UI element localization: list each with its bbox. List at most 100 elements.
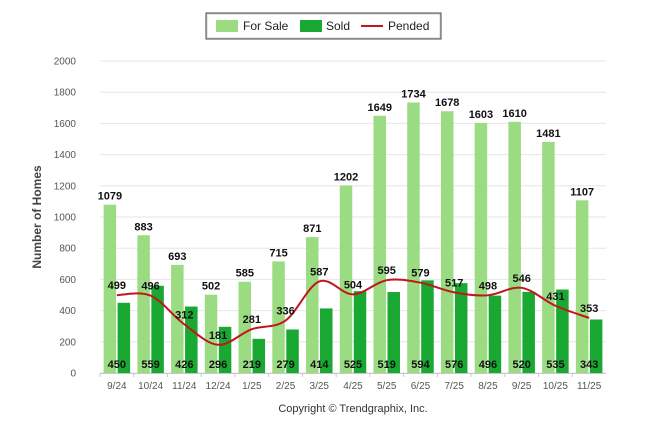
label-sold: 520	[512, 359, 530, 371]
label-sold: 559	[141, 359, 159, 371]
label-sold: 219	[243, 359, 261, 371]
label-for-sale: 1107	[570, 186, 594, 198]
bar-for-sale	[508, 121, 521, 373]
label-for-sale: 1202	[334, 171, 358, 183]
label-for-sale: 715	[269, 247, 287, 259]
y-tick-label: 200	[59, 337, 76, 348]
grid	[100, 60, 606, 374]
labels-pended: 499 496 312 181 281 336 587 504 595 579 517 498 546 4…	[108, 265, 599, 342]
bar-sold	[185, 306, 198, 373]
bar-sold	[252, 338, 266, 373]
label-sold: 496	[479, 359, 497, 371]
bar-for-sale	[204, 294, 218, 373]
bar-for-sale	[137, 235, 150, 373]
label-sold: 576	[445, 359, 463, 371]
bar-sold	[286, 329, 299, 373]
label-pended: 587	[310, 266, 328, 278]
x-tick-label: 1/25	[242, 381, 262, 392]
bar-for-sale	[575, 200, 589, 373]
label-pended: 353	[580, 303, 598, 315]
bars-for-sale	[103, 102, 589, 374]
bar-sold	[218, 326, 232, 373]
label-pended: 517	[445, 277, 463, 289]
bar-for-sale	[542, 141, 555, 373]
y-tick-label: 1000	[54, 213, 77, 224]
label-sold: 414	[310, 359, 329, 371]
bar-sold	[421, 280, 434, 373]
x-tick-label: 11/24	[172, 381, 197, 392]
label-for-sale: 1649	[367, 102, 391, 114]
y-tick-label: 2000	[54, 57, 77, 68]
bar-for-sale	[440, 111, 454, 374]
legend-swatch-sold	[300, 20, 322, 32]
y-tick-label: 0	[70, 369, 76, 380]
bar-for-sale	[272, 261, 285, 373]
y-tick-label: 600	[59, 275, 76, 286]
label-sold: 450	[108, 359, 126, 371]
x-tick-label: 9/25	[512, 381, 532, 392]
label-pended: 181	[209, 330, 227, 342]
x-tick-label: 9/24	[107, 381, 127, 392]
bar-sold	[522, 291, 535, 373]
bar-sold	[117, 302, 131, 373]
y-tick-label: 800	[59, 244, 76, 255]
label-for-sale: 1734	[401, 88, 426, 100]
label-sold: 343	[580, 359, 598, 371]
bar-for-sale	[474, 122, 488, 373]
label-sold: 535	[546, 359, 564, 371]
legend-swatch-for-sale	[216, 20, 238, 32]
label-for-sale: 693	[168, 251, 186, 263]
label-for-sale: 1481	[536, 128, 560, 140]
label-pended: 579	[411, 268, 429, 280]
y-tick-label: 1800	[54, 88, 77, 99]
x-tick-label: 10/24	[138, 381, 163, 392]
label-for-sale: 1610	[502, 108, 526, 120]
y-tick-label: 1400	[54, 150, 77, 161]
x-tick-label: 10/25	[543, 381, 568, 392]
x-tick-label: 2/25	[276, 381, 296, 392]
label-for-sale: 1678	[435, 97, 459, 109]
label-pended: 281	[243, 314, 261, 326]
label-for-sale: 883	[134, 221, 152, 233]
bar-for-sale	[238, 281, 252, 373]
x-tick-label: 6/25	[411, 381, 431, 392]
bars-sold	[117, 280, 603, 373]
bar-for-sale	[306, 237, 319, 373]
y-tick-label: 1600	[54, 119, 77, 130]
label-sold: 525	[344, 359, 362, 371]
x-tick-label: 5/25	[377, 381, 397, 392]
x-tick-label: 12/24	[206, 381, 231, 392]
bar-sold	[454, 283, 468, 373]
x-tick-label: 4/25	[343, 381, 363, 392]
label-sold: 519	[378, 359, 396, 371]
label-pended: 499	[108, 280, 126, 292]
bar-for-sale	[339, 185, 353, 373]
y-axis-ticks: 0 200 400 600 800 1000 1200 1400 1600 1800 2000	[54, 57, 77, 380]
y-tick-label: 1200	[54, 181, 77, 192]
labels-for-sale: 1079 883 693 502 585 715 871 1202 1649 1734 1678 16…	[98, 88, 594, 292]
label-pended: 504	[344, 279, 363, 291]
x-tick-label: 8/25	[478, 381, 498, 392]
label-for-sale: 585	[236, 268, 254, 280]
legend: For Sale Sold Pended	[205, 12, 442, 40]
label-pended: 431	[546, 291, 564, 303]
label-pended: 498	[479, 280, 497, 292]
label-sold: 594	[411, 359, 430, 371]
copyright-text: Copyright © Trendgraphix, Inc.	[278, 403, 427, 415]
label-pended: 336	[276, 306, 294, 318]
legend-box	[205, 12, 442, 40]
bar-for-sale	[407, 102, 420, 373]
bar-for-sale	[373, 115, 386, 374]
label-sold: 296	[209, 359, 227, 371]
bar-sold	[387, 292, 400, 373]
bar-sold	[589, 319, 603, 373]
label-sold: 279	[276, 359, 294, 371]
bar-sold	[320, 308, 333, 373]
y-tick-label: 400	[59, 306, 76, 317]
bar-sold	[353, 291, 367, 373]
label-pended: 546	[512, 273, 530, 285]
bar-for-sale	[103, 204, 117, 373]
pended-line	[116, 278, 590, 346]
label-for-sale: 502	[202, 281, 220, 293]
